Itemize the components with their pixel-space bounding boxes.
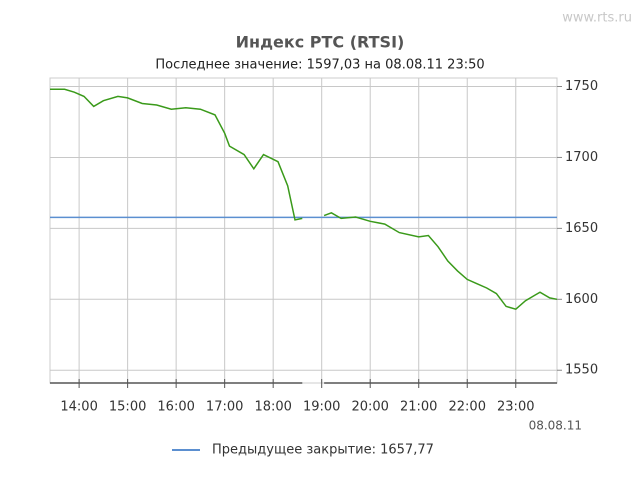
- x-tick-label: 23:00: [497, 400, 534, 415]
- y-tick-label: 1650: [565, 221, 598, 236]
- x-tick-label: 18:00: [254, 400, 291, 415]
- x-tick-label: 21:00: [400, 400, 437, 415]
- x-tick-label: 16:00: [157, 400, 194, 415]
- x-tick-label: 15:00: [109, 400, 146, 415]
- series-line: [50, 88, 558, 311]
- x-tick-label: 17:00: [206, 400, 243, 415]
- x-tick-label: 22:00: [449, 400, 486, 415]
- x-tick-label: 14:00: [60, 400, 97, 415]
- plot-frame: [49, 77, 558, 384]
- chart-subtitle: Последнее значение: 1597,03 на 08.08.11 …: [155, 58, 484, 73]
- y-tick-label: 1550: [565, 363, 598, 378]
- x-tick-label: 19:00: [303, 400, 340, 415]
- y-tick-label: 1750: [565, 79, 598, 94]
- y-tick-label: 1700: [565, 150, 598, 165]
- x-tick-label: 20:00: [351, 400, 388, 415]
- legend-label: Предыдущее закрытие: 1657,77: [212, 443, 434, 458]
- chart-title: Индекс РТС (RTSI): [236, 33, 405, 52]
- watermark: www.rts.ru: [562, 11, 632, 26]
- y-tick-label: 1600: [565, 292, 598, 307]
- date-label: 08.08.11: [529, 419, 582, 433]
